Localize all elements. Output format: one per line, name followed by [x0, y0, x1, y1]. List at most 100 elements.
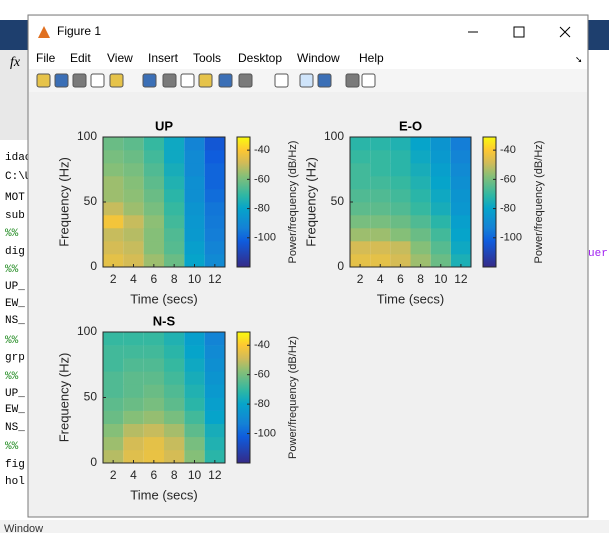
spectrogram-cell [164, 424, 184, 437]
menu-item[interactable]: Desktop [238, 51, 282, 65]
y-tick-label: 0 [337, 259, 344, 273]
spectrogram-cell [144, 398, 164, 411]
spectrogram-cell [411, 150, 431, 163]
spectrogram-cell [431, 189, 451, 202]
x-axis-label: Time (secs) [130, 487, 197, 502]
spectrogram-cell [123, 384, 143, 397]
spectrogram-cell [390, 202, 410, 215]
editor-line: %% [5, 371, 19, 383]
spectrogram-cell [411, 163, 431, 176]
spectrogram-cell [451, 137, 471, 150]
colorbar-label: Power/frequency (dB/Hz) [533, 141, 545, 264]
toolbar-button[interactable] [318, 74, 331, 87]
editor-line: C:\U [5, 171, 31, 183]
toolbar-button[interactable] [163, 74, 176, 87]
side-text: uer [588, 248, 608, 260]
x-tick-label: 10 [434, 272, 448, 286]
spectrogram-cell [123, 437, 143, 450]
spectrogram-cell [431, 150, 451, 163]
spectrogram-cell [164, 345, 184, 358]
spectrogram-cell [144, 189, 164, 202]
spectrogram-cell [350, 202, 370, 215]
x-tick-label: 8 [171, 272, 178, 286]
colorbar [483, 137, 496, 267]
y-axis-label: Frequency (Hz) [303, 157, 318, 247]
spectrogram-cell [411, 202, 431, 215]
spectrogram-cell [370, 176, 390, 189]
spectrogram-cell [123, 202, 143, 215]
spectrogram-cell [350, 137, 370, 150]
spectrogram-cell [103, 398, 123, 411]
y-tick-label: 100 [77, 324, 97, 338]
screen: fx Window uer idacC:\UMOTsub%%dig%%UP_EW… [0, 0, 609, 533]
toolbar-button[interactable] [37, 74, 50, 87]
x-tick-label: 12 [208, 272, 222, 286]
toolbar-button[interactable] [110, 74, 123, 87]
y-tick-label: 50 [331, 194, 345, 208]
toolbar-button[interactable] [362, 74, 375, 87]
editor-line: %% [5, 264, 19, 276]
x-tick-label: 12 [208, 468, 222, 482]
spectrogram-cell [451, 189, 471, 202]
menu-item[interactable]: Tools [193, 51, 221, 65]
spectrogram-cell [205, 202, 225, 215]
spectrogram-cell [184, 228, 204, 241]
spectrogram-cell [350, 150, 370, 163]
toolbar-button[interactable] [91, 74, 104, 87]
spectrogram-cell [390, 163, 410, 176]
spectrogram-cell [205, 411, 225, 424]
spectrogram-cell [123, 228, 143, 241]
editor-line: hol [5, 476, 25, 488]
spectrogram-cell [144, 358, 164, 371]
menu-item[interactable]: Window [297, 51, 340, 65]
editor-line: NS_ [5, 315, 25, 327]
spectrogram-cell [164, 228, 184, 241]
spectrogram-cell [184, 384, 204, 397]
y-axis-label: Frequency (Hz) [56, 353, 71, 443]
menu-item[interactable]: Edit [70, 51, 91, 65]
spectrogram-cell [164, 215, 184, 228]
spectrogram-cell [103, 137, 123, 150]
spectrogram-cell [164, 384, 184, 397]
colorbar [237, 332, 250, 463]
menu-item[interactable]: View [107, 51, 133, 65]
menu-item[interactable]: File [36, 51, 56, 65]
spectrogram-cell [123, 398, 143, 411]
toolbar-button[interactable] [199, 74, 212, 87]
spectrogram-cell [205, 332, 225, 345]
toolbar-button[interactable] [239, 74, 252, 87]
spectrogram-cell [205, 398, 225, 411]
spectrogram-cell [164, 371, 184, 384]
spectrogram-cell [123, 215, 143, 228]
spectrogram-cell [184, 150, 204, 163]
toolbar-button[interactable] [143, 74, 156, 87]
spectrogram-cell [205, 150, 225, 163]
x-tick-label: 10 [188, 468, 202, 482]
toolbar-button[interactable] [300, 74, 313, 87]
toolbar-button[interactable] [275, 74, 288, 87]
editor-line: grp [5, 352, 25, 364]
spectrogram-cell [205, 371, 225, 384]
spectrogram-cell [184, 424, 204, 437]
spectrogram-cell [451, 241, 471, 254]
spectrogram-cell [144, 371, 164, 384]
spectrogram-cell [144, 176, 164, 189]
toolbar-button[interactable] [181, 74, 194, 87]
menu-item[interactable]: Insert [148, 51, 179, 65]
editor-line: fig [5, 459, 25, 471]
spectrogram-cell [184, 371, 204, 384]
spectrogram-cell [431, 228, 451, 241]
spectrogram-cell [103, 437, 123, 450]
menu-item[interactable]: Help [359, 51, 384, 65]
spectrogram-cell [205, 189, 225, 202]
editor-line: sub [5, 210, 25, 222]
x-tick-label: 4 [130, 272, 137, 286]
toolbar-button[interactable] [73, 74, 86, 87]
toolbar-button[interactable] [55, 74, 68, 87]
toolbar-button[interactable] [219, 74, 232, 87]
editor-line: UP_ [5, 281, 25, 293]
y-tick-label: 100 [77, 129, 97, 143]
spectrogram-cell [103, 332, 123, 345]
spectrogram-cell [205, 163, 225, 176]
toolbar-button[interactable] [346, 74, 359, 87]
